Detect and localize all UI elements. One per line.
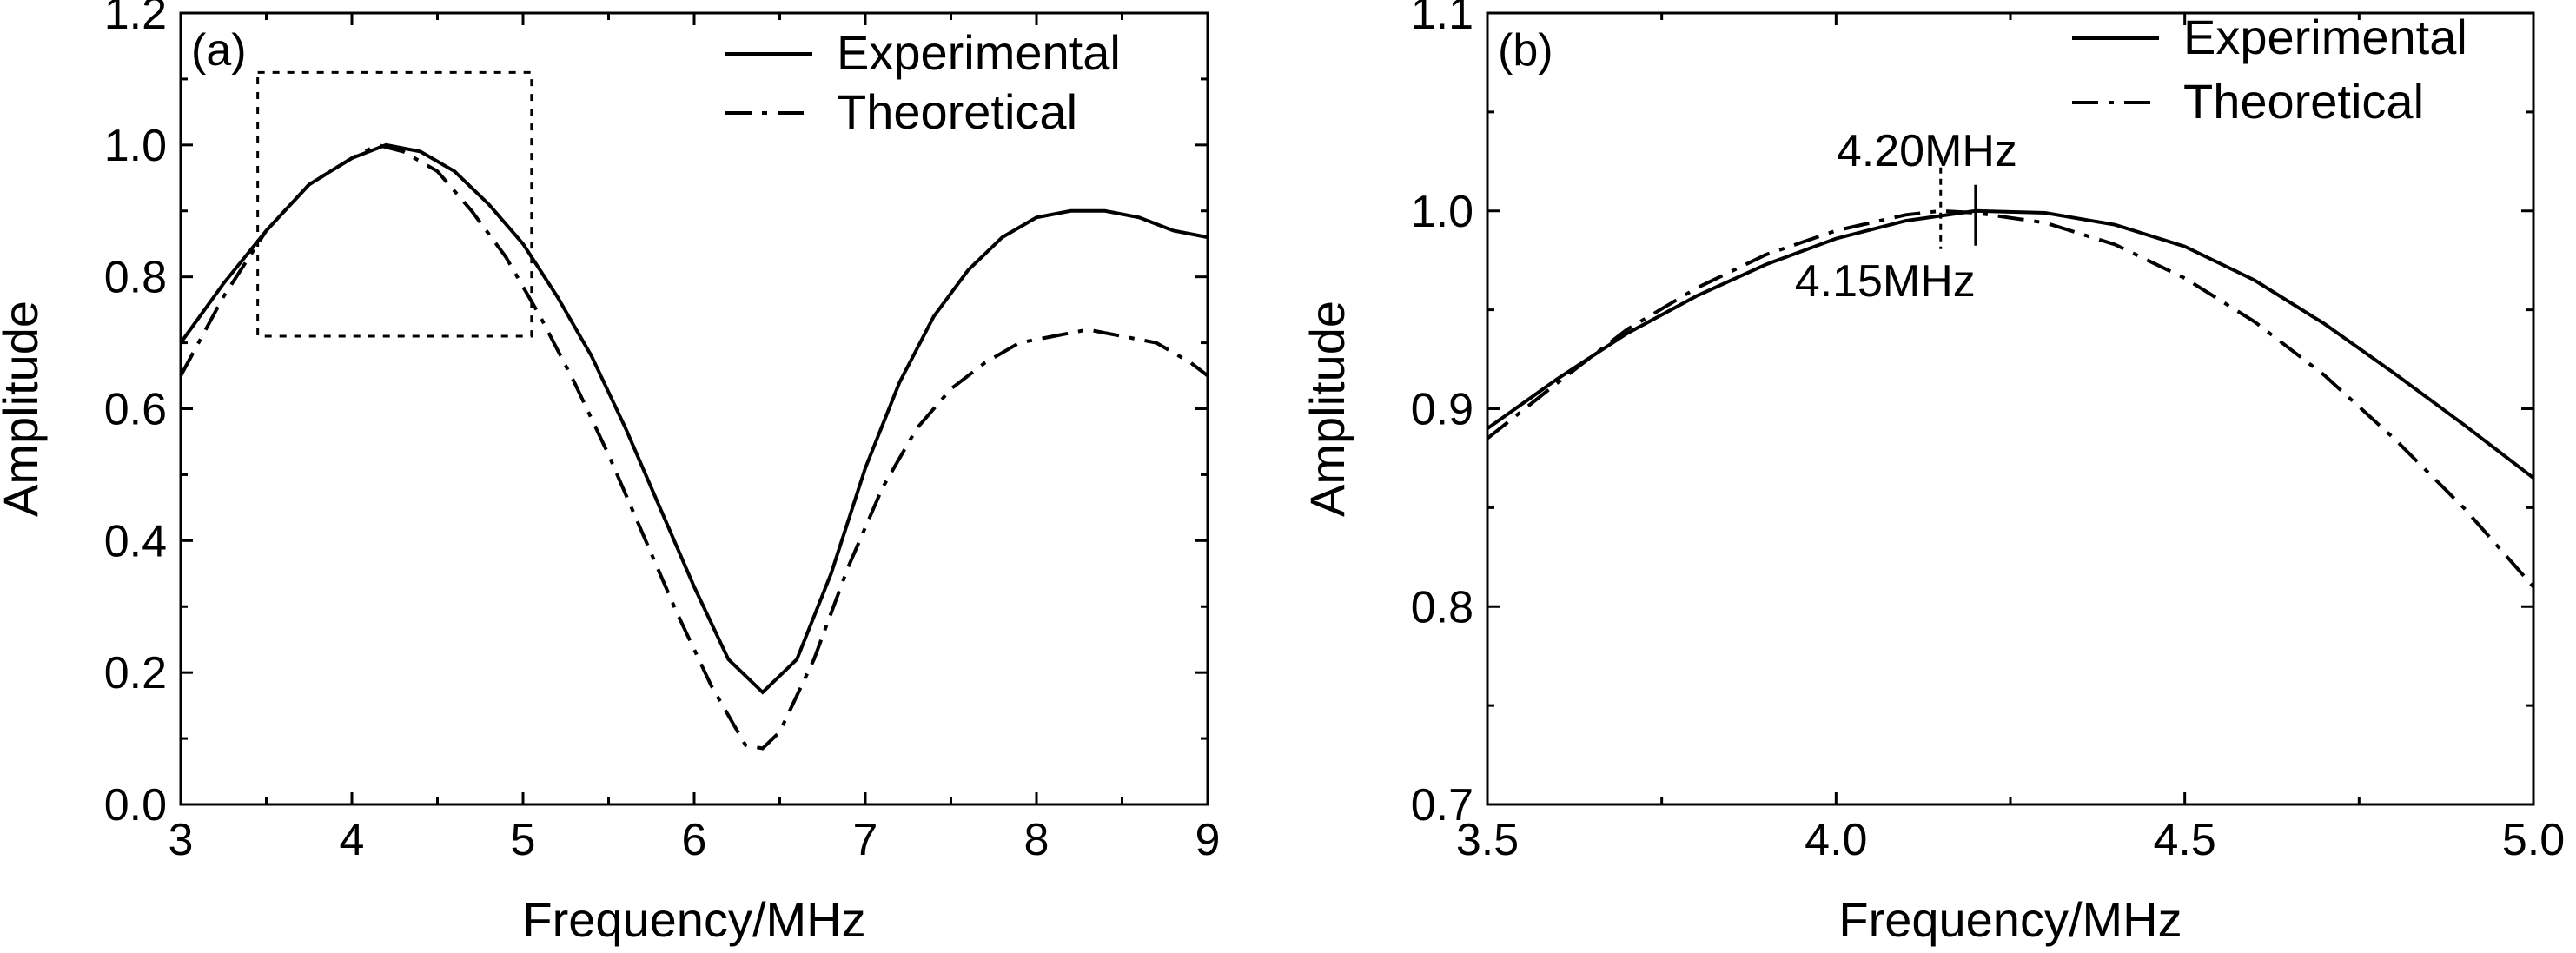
- panel-b-legend-label-experimental: Experimental: [2183, 10, 2467, 64]
- panel-b-x-axis-label: Frequency/MHz: [1838, 892, 2182, 947]
- panel-b-y-tick-label: 0.9: [1411, 385, 1473, 435]
- panel-a-x-tick-label: 7: [853, 815, 878, 865]
- panel-a-y-tick-label: 0.4: [104, 516, 167, 566]
- panel-a-y-tick-label: 0.2: [104, 648, 167, 698]
- panel-a-legend-label-experimental: Experimental: [837, 25, 1121, 80]
- panel-b-label: (b): [1498, 25, 1553, 76]
- panel-a-x-tick-label: 9: [1195, 815, 1221, 865]
- panel-a-label: (a): [191, 25, 247, 76]
- panel-b-series-experimental-line: [1486, 208, 2535, 480]
- panel-a-y-tick-label: 1.2: [104, 0, 167, 39]
- panel-b-series-theoretical-line: [1486, 208, 2535, 588]
- panel-a-y-tick-label: 0.6: [104, 385, 167, 435]
- panel-b-x-tick-label: 4.0: [1805, 815, 1867, 865]
- panel-a-y-tick-label: 0.8: [104, 253, 167, 303]
- panel-b-y-tick-label: 0.7: [1411, 780, 1473, 831]
- panel-a-x-tick-label: 5: [511, 815, 536, 865]
- panel-a-x-tick-label: 8: [1024, 815, 1050, 865]
- panel-b-x-tick-label: 4.5: [2154, 815, 2216, 865]
- panel-b-y-tick-label: 1.0: [1411, 187, 1473, 237]
- panel-b-x-tick-label: 3.5: [1456, 815, 1519, 865]
- panel-a-x-tick-label: 3: [169, 815, 194, 865]
- panel-a-x-tick-label: 4: [340, 815, 365, 865]
- panel-b-legend-label-theoretical: Theoretical: [2183, 74, 2424, 129]
- panel-a-x-tick-label: 6: [682, 815, 707, 865]
- panel-b-y-tick-label: 1.1: [1411, 0, 1473, 39]
- panel-b-y-tick-label: 0.8: [1411, 582, 1473, 632]
- panel-a-y-tick-label: 1.0: [104, 121, 167, 171]
- panel-b-annotation-theoretical-peak: 4.15MHz: [1795, 256, 1976, 307]
- panel-b-annotation-experimental-peak: 4.20MHz: [1837, 126, 2017, 176]
- panel-a-zoom-box: [256, 70, 533, 338]
- panel-a-legend-label-theoretical: Theoretical: [837, 84, 1077, 139]
- panel-b-x-tick-label: 5.0: [2502, 815, 2565, 865]
- panel-b-y-axis-label: Amplitude: [1300, 301, 1354, 517]
- panel-a-x-axis-label: Frequency/MHz: [522, 892, 865, 947]
- panel-a-series-theoretical-line: [179, 142, 1209, 751]
- panel-a-y-axis-label: Amplitude: [0, 301, 48, 517]
- panel-a-series-experimental-line: [179, 142, 1209, 695]
- panel-a-y-tick-label: 0.0: [104, 780, 167, 831]
